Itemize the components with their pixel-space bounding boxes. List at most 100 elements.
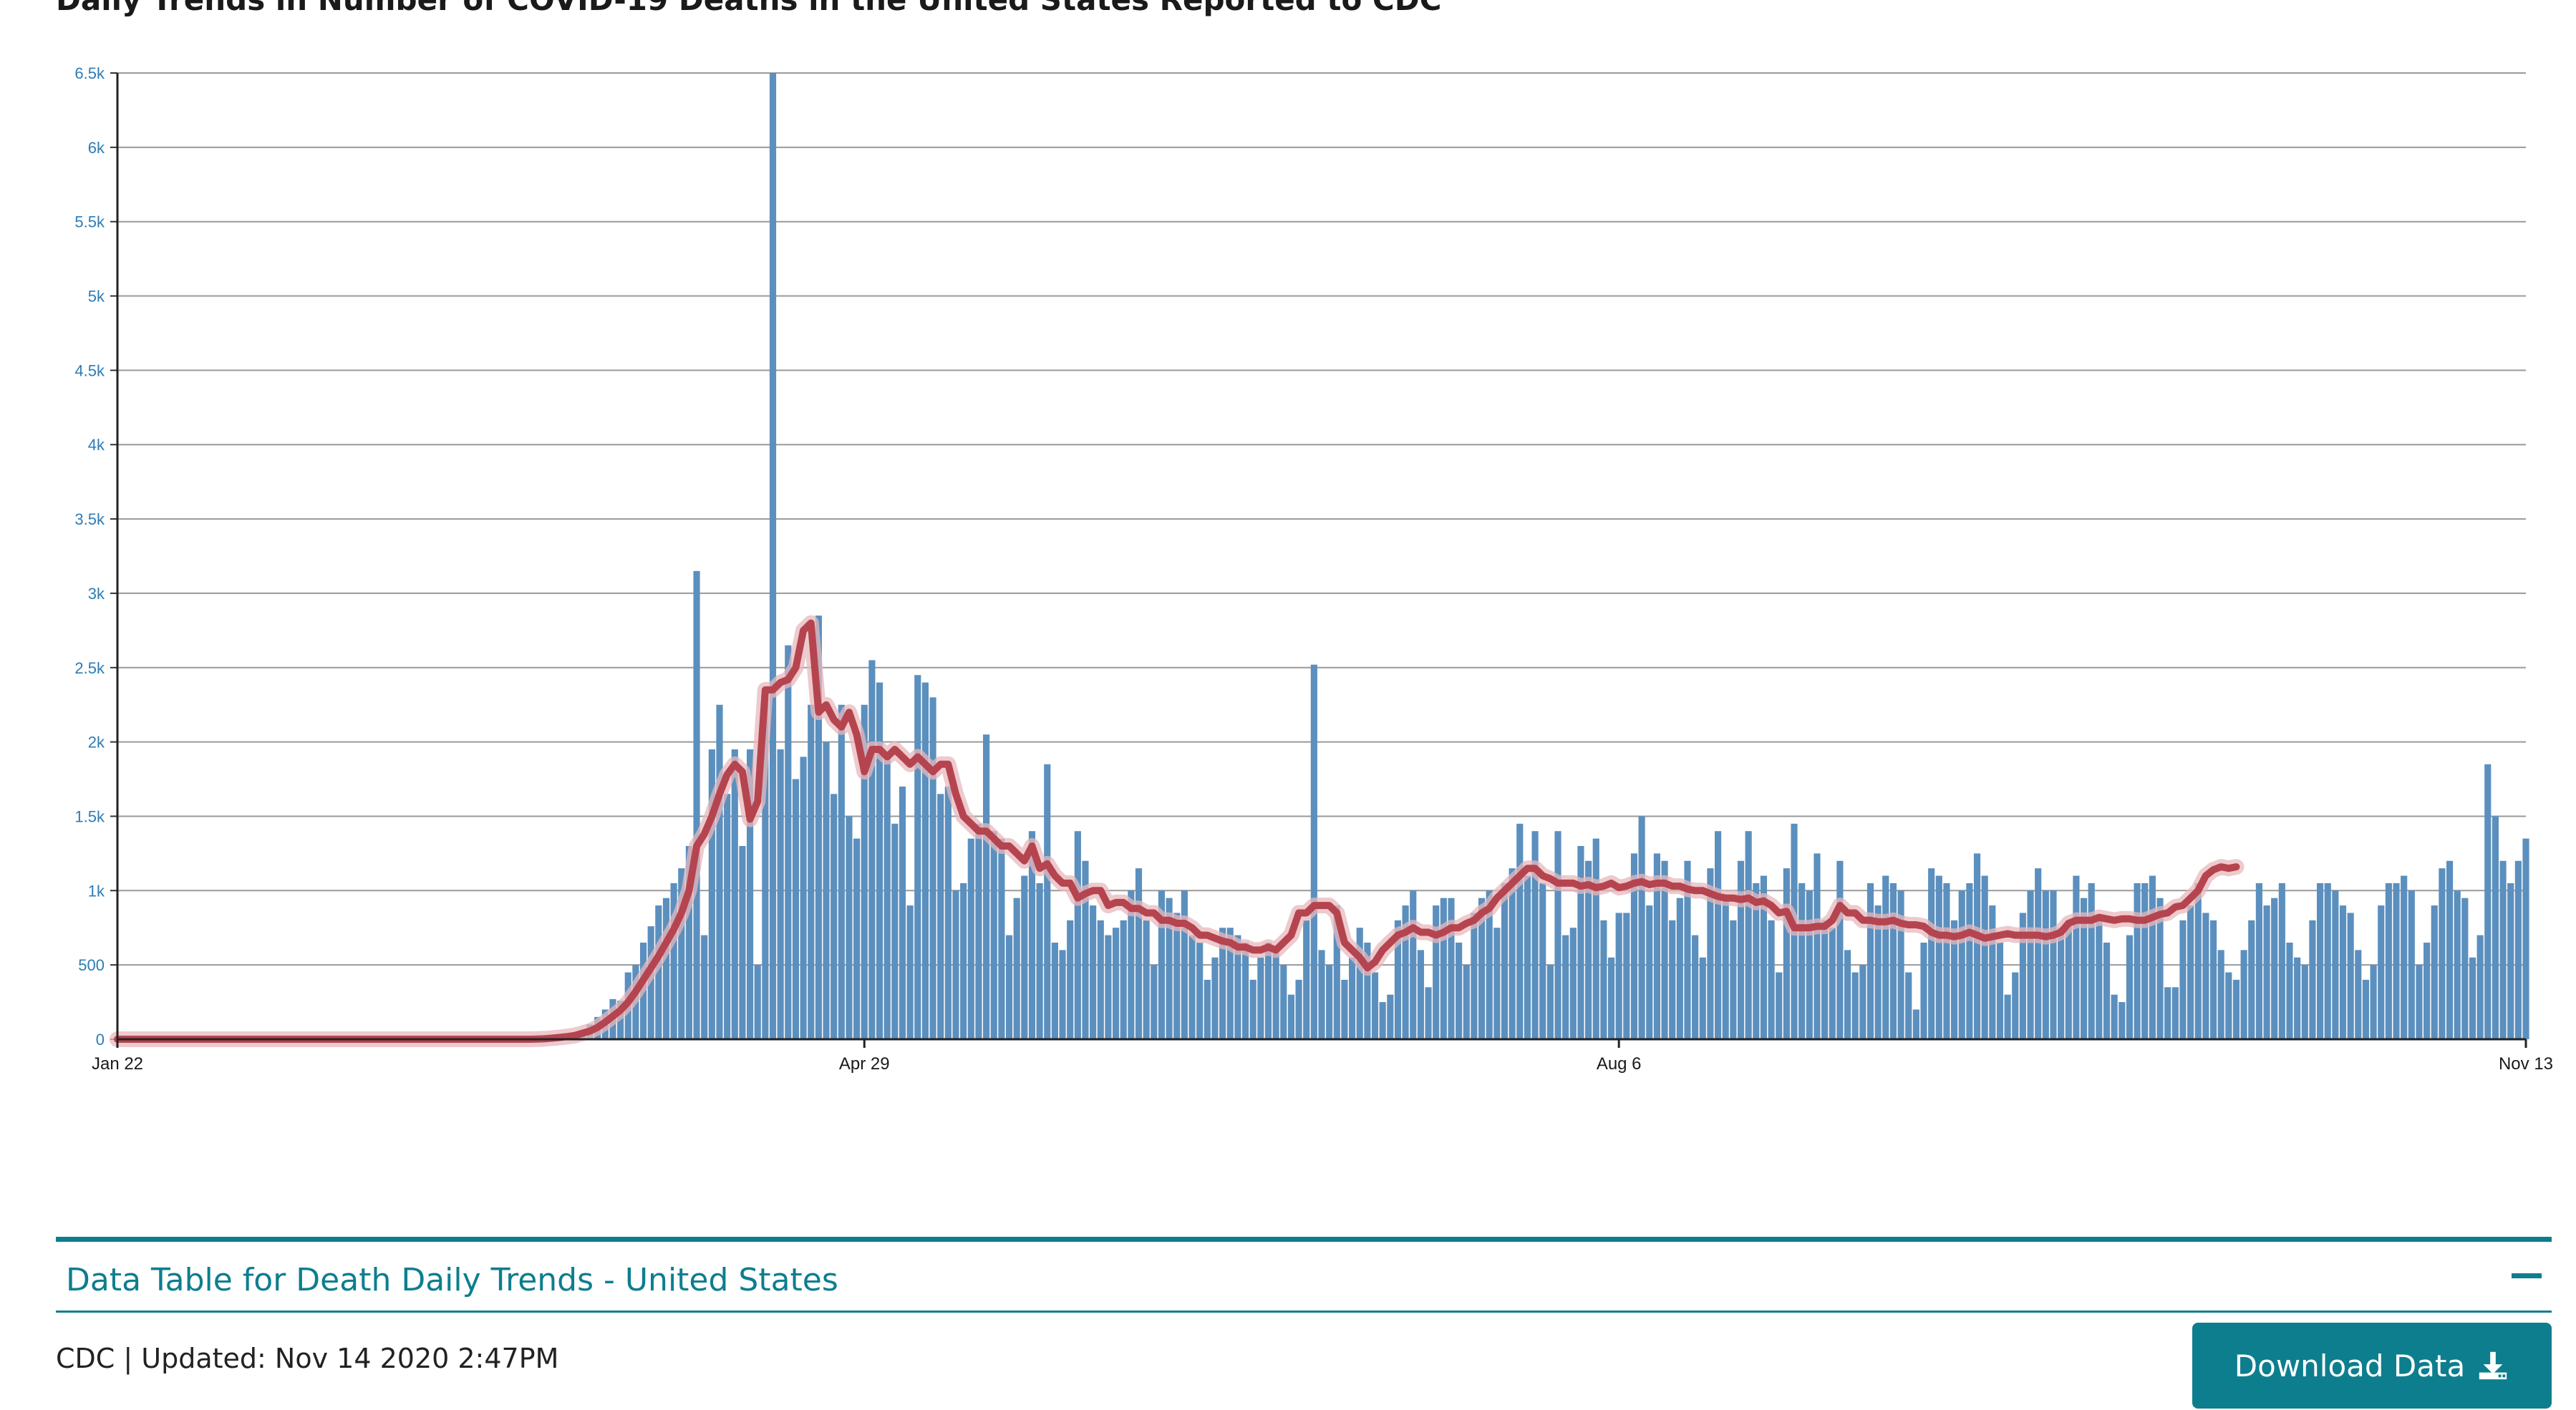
- bar-day-260[interactable]: [2096, 920, 2103, 1039]
- bar-day-287[interactable]: [2301, 965, 2308, 1039]
- bar-day-275[interactable]: [2209, 920, 2217, 1039]
- bar-day-301[interactable]: [2408, 890, 2415, 1039]
- bar-day-167[interactable]: [1387, 994, 1394, 1039]
- bar-day-143[interactable]: [1204, 979, 1211, 1039]
- bar-day-248[interactable]: [2004, 994, 2011, 1039]
- bar-day-161[interactable]: [1341, 979, 1348, 1039]
- bar-day-204[interactable]: [1669, 920, 1676, 1039]
- bar-day-89[interactable]: [792, 779, 800, 1039]
- bar-day-222[interactable]: [1806, 890, 1813, 1039]
- bar-day-216[interactable]: [1760, 875, 1768, 1039]
- bar-day-213[interactable]: [1737, 860, 1745, 1039]
- bar-day-95[interactable]: [838, 704, 845, 1039]
- bar-day-292[interactable]: [2339, 905, 2347, 1039]
- bar-day-129[interactable]: [1097, 920, 1104, 1039]
- bar-day-200[interactable]: [1638, 816, 1645, 1039]
- bar-day-168[interactable]: [1394, 920, 1402, 1039]
- bar-day-162[interactable]: [1349, 957, 1356, 1039]
- bar-day-182[interactable]: [1501, 883, 1509, 1039]
- bar-day-234[interactable]: [1897, 890, 1904, 1039]
- bar-day-191[interactable]: [1569, 928, 1577, 1039]
- bar-day-71[interactable]: [655, 905, 662, 1039]
- bar-day-154[interactable]: [1287, 994, 1294, 1039]
- bar-day-138[interactable]: [1166, 898, 1173, 1039]
- bar-day-309[interactable]: [2469, 957, 2476, 1039]
- bar-day-217[interactable]: [1768, 920, 1775, 1039]
- bar-day-108[interactable]: [937, 794, 944, 1039]
- bar-day-158[interactable]: [1318, 950, 1325, 1039]
- bar-day-84[interactable]: [754, 965, 761, 1039]
- bar-day-107[interactable]: [929, 697, 936, 1039]
- bar-day-148[interactable]: [1241, 943, 1249, 1039]
- bar-day-116[interactable]: [998, 838, 1005, 1039]
- bar-day-79[interactable]: [716, 704, 723, 1039]
- bar-day-276[interactable]: [2217, 950, 2224, 1039]
- bar-day-117[interactable]: [1005, 935, 1013, 1039]
- bar-day-240[interactable]: [1943, 883, 1950, 1039]
- bar-day-221[interactable]: [1798, 883, 1806, 1039]
- bar-day-83[interactable]: [747, 749, 754, 1039]
- bar-day-93[interactable]: [823, 742, 830, 1039]
- bar-day-225[interactable]: [1829, 928, 1836, 1039]
- bar-day-165[interactable]: [1371, 972, 1379, 1039]
- bar-day-160[interactable]: [1333, 905, 1340, 1039]
- bar-day-281[interactable]: [2255, 883, 2262, 1039]
- bar-day-283[interactable]: [2271, 898, 2278, 1039]
- bar-day-233[interactable]: [1889, 883, 1897, 1039]
- bar-day-98[interactable]: [861, 704, 868, 1039]
- bar-day-239[interactable]: [1935, 875, 1942, 1039]
- bar-day-152[interactable]: [1272, 950, 1279, 1039]
- bar-day-253[interactable]: [2042, 890, 2049, 1039]
- bar-day-92[interactable]: [815, 616, 822, 1039]
- bar-day-103[interactable]: [899, 786, 906, 1039]
- bar-day-316[interactable]: [2522, 838, 2529, 1039]
- bar-day-218[interactable]: [1776, 972, 1783, 1039]
- bar-day-277[interactable]: [2225, 972, 2232, 1039]
- bar-day-303[interactable]: [2424, 943, 2431, 1039]
- bar-day-188[interactable]: [1546, 965, 1554, 1039]
- bar-day-255[interactable]: [2058, 928, 2065, 1039]
- bar-day-205[interactable]: [1676, 898, 1683, 1039]
- bar-day-82[interactable]: [739, 846, 746, 1039]
- bar-day-244[interactable]: [1973, 853, 1981, 1039]
- bar-day-286[interactable]: [2294, 957, 2301, 1039]
- bar-day-185[interactable]: [1524, 875, 1531, 1039]
- bar-day-124[interactable]: [1059, 950, 1066, 1039]
- bar-day-139[interactable]: [1173, 913, 1181, 1039]
- bar-day-203[interactable]: [1661, 860, 1668, 1039]
- bar-day-258[interactable]: [2080, 898, 2088, 1039]
- bar-day-250[interactable]: [2019, 913, 2026, 1039]
- bar-day-147[interactable]: [1234, 935, 1241, 1039]
- bar-day-293[interactable]: [2347, 913, 2354, 1039]
- bar-day-215[interactable]: [1753, 883, 1760, 1039]
- bar-day-115[interactable]: [990, 831, 997, 1039]
- bar-day-291[interactable]: [2332, 890, 2339, 1039]
- bar-day-80[interactable]: [724, 794, 731, 1039]
- bar-day-265[interactable]: [2134, 883, 2141, 1039]
- bar-day-256[interactable]: [2065, 920, 2072, 1039]
- bar-day-123[interactable]: [1051, 943, 1058, 1039]
- bar-day-308[interactable]: [2461, 898, 2469, 1039]
- bar-day-311[interactable]: [2484, 764, 2492, 1039]
- bar-day-176[interactable]: [1456, 943, 1463, 1039]
- bar-day-125[interactable]: [1067, 920, 1074, 1039]
- bar-day-192[interactable]: [1577, 846, 1584, 1039]
- bar-day-144[interactable]: [1211, 957, 1219, 1039]
- bar-day-262[interactable]: [2111, 994, 2118, 1039]
- bar-day-90[interactable]: [800, 757, 807, 1039]
- bar-day-121[interactable]: [1036, 883, 1043, 1039]
- bar-day-153[interactable]: [1280, 965, 1287, 1039]
- bar-day-140[interactable]: [1181, 890, 1188, 1039]
- bar-day-76[interactable]: [693, 570, 700, 1039]
- bar-day-142[interactable]: [1196, 943, 1204, 1039]
- bar-day-128[interactable]: [1090, 905, 1097, 1039]
- bar-day-187[interactable]: [1539, 883, 1546, 1039]
- bar-day-279[interactable]: [2240, 950, 2247, 1039]
- bar-day-81[interactable]: [731, 749, 738, 1039]
- bar-day-189[interactable]: [1554, 831, 1561, 1039]
- bar-day-296[interactable]: [2370, 965, 2377, 1039]
- bar-day-199[interactable]: [1630, 853, 1638, 1039]
- bar-day-280[interactable]: [2248, 920, 2255, 1039]
- bar-day-113[interactable]: [975, 823, 982, 1039]
- bar-day-210[interactable]: [1714, 831, 1722, 1039]
